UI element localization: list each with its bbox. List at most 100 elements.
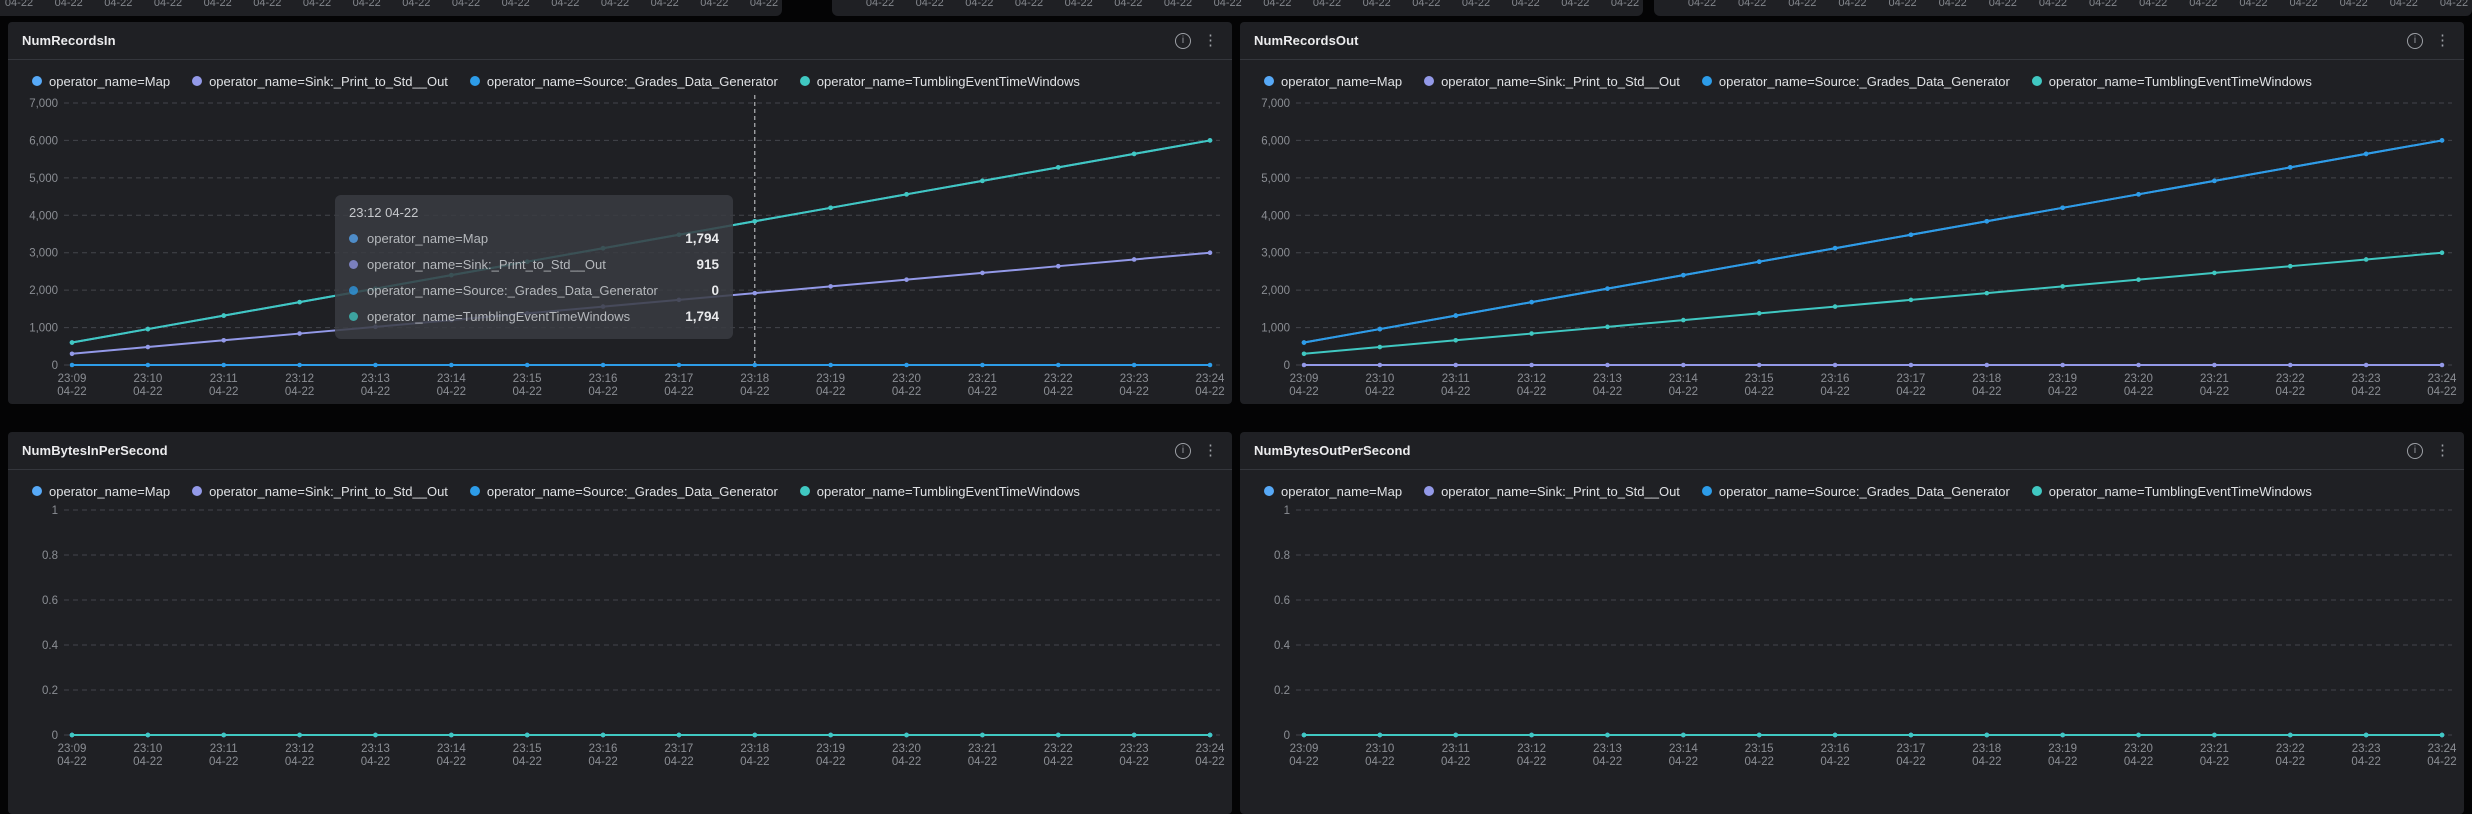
partial-panel: 04-22 04-22 04-22 04-22 04-22 04-22 04-22 04-22… <box>0 0 782 16</box>
x-axis-label-time: 23:16 <box>589 743 618 755</box>
data-point-marker <box>221 362 227 368</box>
data-point-marker <box>1756 362 1762 368</box>
data-point-marker <box>145 362 151 368</box>
x-axis-label-time: 23:11 <box>1442 743 1470 755</box>
data-point-marker <box>1301 351 1307 357</box>
legend-item[interactable]: operator_name=Map <box>32 484 170 499</box>
data-point-marker <box>1529 299 1534 305</box>
x-axis-label-time: 23:23 <box>2352 743 2381 755</box>
x-axis-label-date: 04-22 <box>968 386 997 398</box>
x-axis-label-date: 04-22 <box>133 756 162 768</box>
legend-item[interactable]: operator_name=Sink:_Print_to_Std__Out <box>192 74 448 89</box>
legend-item-label: operator_name=TumblingEventTimeWindows <box>2048 483 2312 499</box>
x-axis-label-time: 23:14 <box>1669 743 1698 755</box>
panel-header: NumRecordsOut i ⋮ <box>1240 22 2464 60</box>
legend-item[interactable]: operator_name=Sink:_Print_to_Std__Out <box>1424 74 1680 89</box>
x-axis-label-date: 04-22 <box>892 756 921 768</box>
line-chart-canvas[interactable]: 10.80.60.40.2023:0904-2223:1004-2223:110… <box>8 500 1232 814</box>
legend-dot-icon <box>32 486 42 496</box>
legend-item[interactable]: operator_name=Sink:_Print_to_Std__Out <box>1424 484 1680 499</box>
x-axis-label: 04-22 <box>2088 0 2118 9</box>
data-point-marker <box>676 732 682 738</box>
x-axis-label-time: 23:21 <box>968 373 997 385</box>
x-axis-label-time: 23:22 <box>1044 373 1073 385</box>
kebab-menu-icon[interactable]: ⋮ <box>2435 442 2450 459</box>
legend-item[interactable]: operator_name=TumblingEventTimeWindows <box>799 73 1080 89</box>
legend-item-label: operator_name=TumblingEventTimeWindows <box>816 73 1080 89</box>
legend-item[interactable]: operator_name=TumblingEventTimeWindows <box>799 484 1080 499</box>
x-axis-label: 04-22 <box>1064 0 1093 9</box>
legend-item[interactable]: operator_name=Map <box>1264 484 1402 499</box>
line-chart-canvas[interactable]: 10.80.60.40.2023:0904-2223:1004-2223:110… <box>1240 500 2464 814</box>
legend: operator_name=Map operator_name=Sink:_Pri… <box>1264 70 2450 92</box>
legend-item-label: operator_name=Sink:_Print_to_Std__Out <box>1441 73 1680 89</box>
x-axis-label: 04-22 <box>1163 0 1193 9</box>
x-axis-label-time: 23:15 <box>1745 743 1774 755</box>
x-axis-label-date: 04-22 <box>1517 756 1546 768</box>
x-axis-label-time: 23:24 <box>2428 743 2457 755</box>
x-axis-label-time: 23:12 <box>1517 373 1546 385</box>
x-axis-label: 04-22 <box>1838 0 1867 9</box>
x-axis-label-time: 23:20 <box>892 743 921 755</box>
info-icon[interactable]: i <box>2407 442 2423 459</box>
data-point-marker <box>2363 732 2369 738</box>
info-icon[interactable]: i <box>1175 32 1191 49</box>
x-axis-label-date: 04-22 <box>285 386 314 398</box>
x-axis-label-time: 23:17 <box>1897 373 1926 385</box>
legend-item[interactable]: operator_name=Source:_Grades_Data_Genera… <box>1701 74 2010 89</box>
data-point-marker <box>297 331 302 336</box>
x-axis-label-date: 04-22 <box>437 386 466 398</box>
legend-item[interactable]: operator_name=Source:_Grades_Data_Genera… <box>469 74 778 89</box>
data-point-marker <box>524 362 530 368</box>
data-point-marker <box>2136 362 2141 368</box>
x-axis-label: 04-22 <box>749 0 779 9</box>
legend-item[interactable]: operator_name=TumblingEventTimeWindows <box>2031 74 2312 89</box>
x-axis-label: 04-22 <box>1114 0 1143 9</box>
data-point-marker <box>2212 270 2217 276</box>
x-axis-label: 04-22 <box>1738 0 1767 9</box>
kebab-menu-icon[interactable]: ⋮ <box>2435 32 2450 49</box>
tooltip-series-label: operator_name=Sink:_Print_to_Std__Out <box>367 256 606 272</box>
legend-item[interactable]: operator_name=Map <box>1264 74 1402 89</box>
legend-item-label: operator_name=Sink:_Print_to_Std__Out <box>1441 483 1680 499</box>
legend-item[interactable]: operator_name=Source:_Grades_Data_Genera… <box>1701 484 2010 499</box>
y-axis-label: 5,000 <box>1261 173 1290 185</box>
x-axis-label-time: 23:09 <box>1290 373 1319 385</box>
x-axis-label-time: 23:21 <box>2200 743 2229 755</box>
info-icon[interactable]: i <box>2407 32 2423 49</box>
data-point-marker <box>2212 362 2217 368</box>
x-axis-label: 04-22 <box>1213 0 1242 9</box>
x-axis-label-date: 04-22 <box>1744 756 1773 768</box>
data-point-marker <box>2439 732 2445 738</box>
data-point-marker <box>1377 344 1383 350</box>
legend-item[interactable]: operator_name=Source:_Grades_Data_Genera… <box>469 484 778 499</box>
tooltip-series-dot-icon <box>349 259 358 269</box>
y-axis-label: 0.2 <box>1274 685 1290 697</box>
x-axis-label-date: 04-22 <box>2427 756 2456 768</box>
kebab-menu-icon[interactable]: ⋮ <box>1203 32 1218 49</box>
legend-dot-icon <box>799 486 810 496</box>
data-point-marker <box>980 732 985 738</box>
line-chart-canvas[interactable]: 7,000 6,000 5,000 4,000 3,000 2,000 1,000 023:0… <box>1240 90 2464 404</box>
x-axis-label-date: 04-22 <box>209 386 238 398</box>
x-axis-label-date: 04-22 <box>1593 386 1622 398</box>
data-point-marker <box>1832 732 1838 738</box>
x-axis-label: 04-22 <box>253 0 282 9</box>
info-icon[interactable]: i <box>1175 442 1191 459</box>
data-point-marker <box>1605 286 1610 291</box>
data-point-marker <box>1756 732 1762 738</box>
x-axis-label-time: 23:19 <box>2048 743 2077 755</box>
legend-item[interactable]: operator_name=Map <box>32 74 170 89</box>
x-axis-label-date: 04-22 <box>2124 386 2153 398</box>
x-axis-label-date: 04-22 <box>1119 756 1148 768</box>
data-point-marker <box>297 299 302 305</box>
legend-item-label: operator_name=Sink:_Print_to_Std__Out <box>209 73 448 89</box>
legend-item-label: operator_name=Map <box>49 73 171 89</box>
kebab-menu-icon[interactable]: ⋮ <box>1203 442 1218 459</box>
legend-item[interactable]: operator_name=TumblingEventTimeWindows <box>2031 483 2312 499</box>
y-axis-label: 0.6 <box>42 595 58 607</box>
data-point-marker <box>828 362 833 368</box>
legend-item[interactable]: operator_name=Sink:_Print_to_Std__Out <box>192 484 448 499</box>
x-axis-label-date: 04-22 <box>1972 386 2001 398</box>
